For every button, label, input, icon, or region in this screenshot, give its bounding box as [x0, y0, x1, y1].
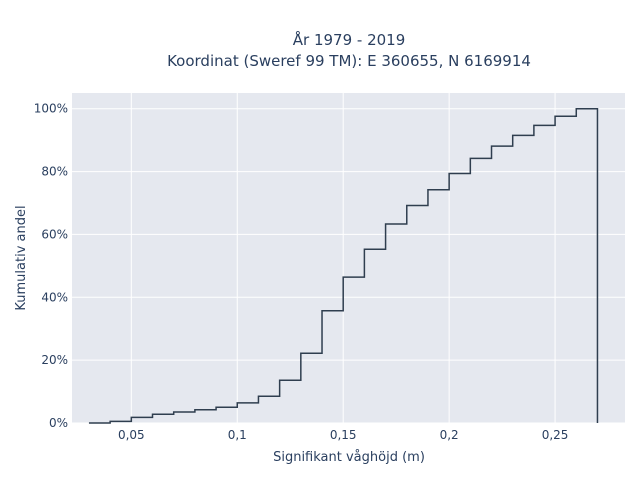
y-tick-label: 100% [34, 102, 68, 116]
y-tick-label: 80% [41, 165, 68, 179]
y-tick-label: 0% [49, 416, 68, 430]
x-axis-title: Signifikant våghöjd (m) [273, 450, 425, 465]
x-tick-label: 0,1 [228, 428, 247, 442]
x-tick-label: 0,15 [330, 428, 357, 442]
chart-title-line-2: Koordinat (Sweref 99 TM): E 360655, N 61… [167, 52, 531, 70]
plot-area [72, 93, 625, 423]
x-axis-ticks: 0,05 0,1 0,15 0,2 0,25 [118, 428, 568, 442]
x-tick-label: 0,25 [542, 428, 569, 442]
series-layer [88, 107, 599, 424]
x-tick-label: 0,2 [440, 428, 459, 442]
y-axis-title: Kumulativ andel [14, 205, 29, 310]
chart-title-line-1: År 1979 - 2019 [293, 30, 406, 49]
y-axis-ticks: 0% 20% 40% 60% 80% 100% [34, 102, 68, 430]
y-tick-label: 60% [41, 227, 68, 241]
y-tick-label: 20% [41, 353, 68, 367]
gridlines [72, 93, 625, 424]
cumulative-step-line [88, 107, 599, 424]
y-tick-label: 40% [41, 290, 68, 304]
x-tick-label: 0,05 [118, 428, 145, 442]
